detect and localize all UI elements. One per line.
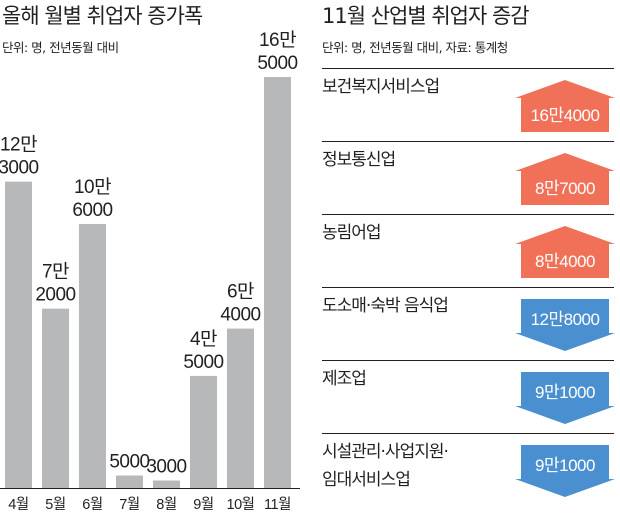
decrease-arrow: 12만8000 [515, 299, 615, 351]
bar-4월 [5, 181, 32, 489]
month-tick-label: 5월 [45, 496, 65, 513]
bar-value-label: 3000 [0, 158, 39, 179]
bar-value-label: 6000 [72, 200, 112, 221]
bar-8월 [153, 480, 180, 488]
bar-value-label: 4만 [190, 328, 217, 350]
change-value: 16만4000 [530, 106, 600, 125]
row-divider [322, 141, 614, 142]
month-tick-label: 9월 [193, 496, 213, 513]
right-chart-unit: 단위: 명, 전년동월 대비, 자료: 통계청 [322, 40, 508, 55]
month-tick-label: 4월 [8, 496, 28, 513]
change-value: 9만1000 [535, 383, 595, 402]
decrease-arrow: 9만1000 [515, 445, 615, 497]
bar-value-label: 12만 [0, 134, 37, 156]
industry-label: 제조업 [322, 369, 367, 389]
up-arrow-shape [515, 80, 615, 132]
bar-7월 [116, 475, 143, 488]
bar-9월 [190, 375, 217, 488]
bar-value-label: 3000 [146, 457, 186, 478]
down-arrow-shape [515, 445, 615, 497]
month-tick-label: 6월 [82, 496, 102, 513]
down-arrow-shape [515, 299, 615, 351]
industry-label: 농림어업 [322, 223, 382, 243]
industry-label: 정보통신업 [322, 150, 396, 170]
row-divider [322, 287, 614, 288]
increase-arrow: 8만7000 [515, 153, 615, 205]
industry-label: 도소매·숙박 음식업 [322, 296, 449, 316]
down-arrow-shape [515, 372, 615, 424]
bar-value-label: 2000 [35, 285, 75, 306]
row-divider [322, 360, 614, 361]
month-tick-label: 7월 [119, 496, 139, 513]
left-chart-title: 올해 월별 취업자 증가폭 [2, 4, 203, 28]
decrease-arrow: 9만1000 [515, 372, 615, 424]
bar-6월 [79, 223, 106, 489]
bar-5월 [42, 308, 69, 488]
right-chart-title: 11월 산업별 취업자 증감 [322, 4, 530, 28]
increase-arrow: 8만4000 [515, 226, 615, 278]
change-value: 8만4000 [535, 252, 595, 271]
left-chart-unit: 단위: 명, 전년동월 대비 [2, 40, 119, 55]
change-value: 9만1000 [535, 456, 595, 475]
bar-value-label: 5000 [257, 53, 297, 74]
month-tick-label: 11월 [264, 496, 291, 513]
month-tick-label: 8월 [156, 496, 176, 513]
change-value: 8만7000 [535, 179, 595, 198]
industry-label: 임대서비스업 [322, 470, 411, 490]
bar-value-label: 7만 [42, 261, 69, 283]
row-divider [322, 214, 614, 215]
row-divider [322, 68, 614, 69]
industry-label: 시설관리·사업지원· [322, 442, 449, 462]
bar-value-label: 6만 [227, 281, 254, 303]
bar-10월 [227, 328, 254, 488]
bar-value-label: 5000 [109, 452, 149, 473]
bar-value-label: 5000 [183, 352, 223, 373]
month-tick-label: 10월 [227, 496, 255, 513]
bar-11월 [264, 77, 291, 488]
bar-value-label: 16만 [259, 29, 296, 51]
increase-arrow: 16만4000 [515, 80, 615, 132]
up-arrow-shape [515, 226, 615, 278]
monthly-bar-chart: 12만30004월7만20005월10만60006월50007월30008월4만… [0, 29, 300, 513]
industry-label: 보건복지서비스업 [322, 77, 440, 97]
bar-value-label: 4000 [220, 305, 260, 326]
change-value: 12만8000 [530, 310, 600, 329]
bar-value-label: 10만 [74, 176, 111, 198]
up-arrow-shape [515, 153, 615, 205]
row-divider [322, 433, 614, 434]
